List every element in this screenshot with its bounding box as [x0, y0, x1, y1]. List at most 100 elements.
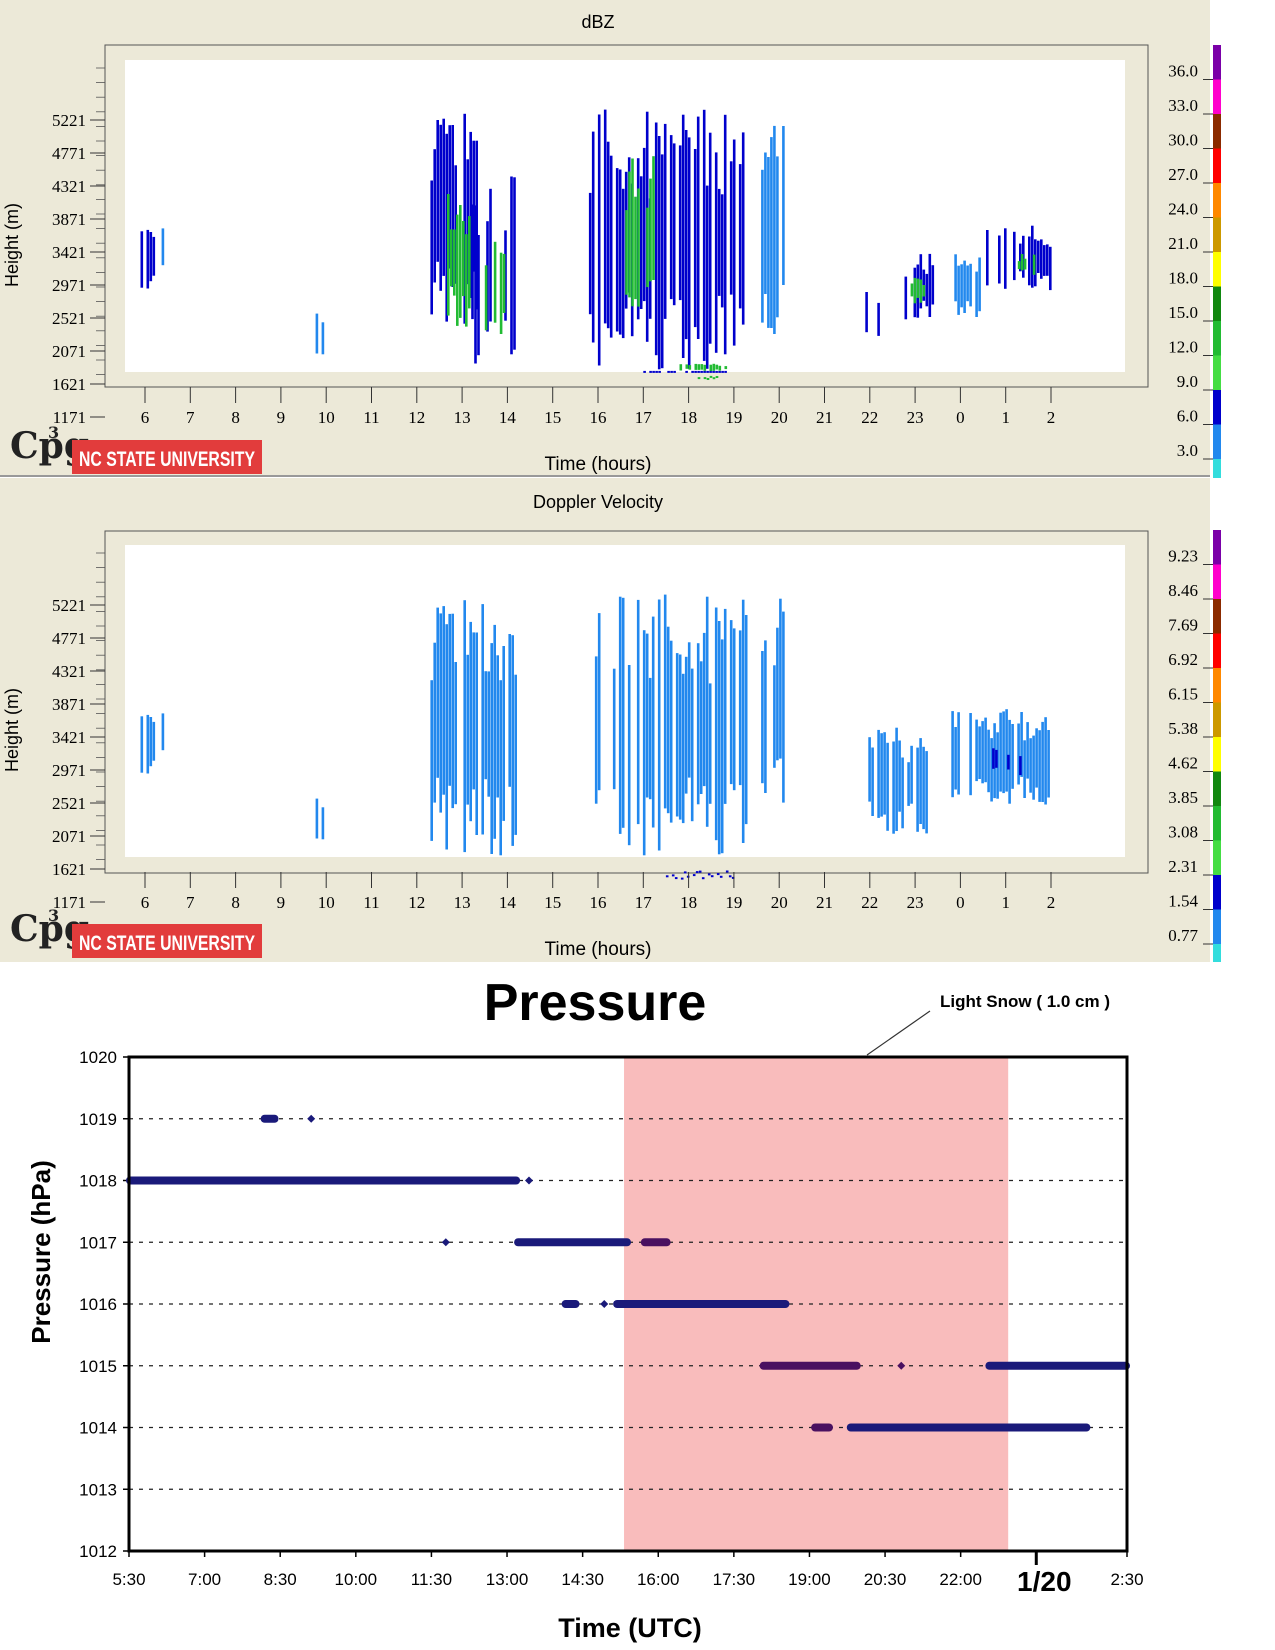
echo-cell: [663, 594, 667, 809]
echo-cell: [665, 875, 669, 878]
data-run: [126, 1176, 521, 1185]
echo-cell: [678, 145, 682, 301]
echo-cell: [931, 265, 935, 305]
echo-cell: [683, 871, 687, 874]
x-tick-label: 21: [816, 893, 833, 912]
echo-cell: [430, 180, 433, 315]
echo-cell: [779, 598, 782, 759]
data-run: [260, 1114, 279, 1123]
echo-cell: [667, 370, 670, 373]
echo-cell: [691, 370, 694, 373]
echo-cell: [782, 126, 785, 285]
x-tick-label: 12: [408, 893, 425, 912]
colorbar-segment: [1213, 806, 1221, 841]
y-tick-label: 1020: [79, 1048, 117, 1067]
x-tick-label: 18: [680, 893, 697, 912]
echo-cell: [439, 613, 442, 813]
echo-cell: [702, 632, 706, 787]
x-tick-label: 15: [544, 893, 561, 912]
colorbar-segment: [1213, 183, 1221, 218]
echo-cell: [436, 607, 439, 778]
x-axis: 6 7 8 9 10 11 12 13 14 15 16 17 18 19 20 21 22 23 0 1 2: [141, 872, 1055, 912]
echo-cell: [315, 798, 319, 839]
echo-cell: [910, 283, 914, 297]
echo-cell: [732, 628, 736, 791]
x-tick-label: 22: [861, 893, 878, 912]
echo-cell: [883, 732, 886, 815]
echo-cell: [672, 143, 676, 306]
echo-cell: [477, 235, 480, 356]
echo-cell: [655, 370, 658, 373]
echo-cell: [140, 716, 144, 773]
echo-cell: [723, 114, 727, 355]
echo-cell: [707, 873, 711, 876]
echo-cell: [721, 370, 724, 373]
x-tick-label: 9: [277, 893, 286, 912]
echo-cell: [439, 124, 442, 291]
x-tick-label: 8:30: [264, 1570, 297, 1589]
echo-cell: [321, 322, 325, 355]
echo-cell: [450, 229, 453, 287]
echo-cell: [486, 221, 489, 332]
echo-cell: [919, 738, 922, 824]
echo-cell: [670, 370, 673, 373]
echo-cell: [764, 640, 767, 793]
echo-cell: [916, 278, 920, 298]
colorbar-segment: [1213, 321, 1221, 356]
colorbar: 9.23 8.46 7.69 6.92 6.15 5.38 4.62 3.85 3.08 2.31…: [1168, 530, 1221, 962]
x-tick-label: 10:00: [335, 1570, 378, 1589]
x-tick-label: 17: [635, 408, 653, 427]
echo-cell: [871, 747, 874, 816]
echo-cell: [1011, 724, 1014, 789]
y-tick-label: 4321: [52, 177, 86, 196]
echo-cell: [724, 370, 727, 373]
echo-cell: [916, 747, 919, 832]
echo-cell: [692, 874, 696, 877]
echo-cell: [954, 727, 957, 790]
y-tick-label: 4321: [52, 662, 86, 681]
echo-cell: [951, 711, 954, 798]
x-tick-label: 1/20: [1017, 1566, 1072, 1597]
echo-cell: [472, 632, 475, 790]
echo-cell: [628, 171, 631, 298]
y-tick-label: 1018: [79, 1172, 117, 1191]
echo-cell: [731, 876, 735, 879]
echo-cell: [652, 156, 655, 280]
echo-cell: [502, 646, 505, 821]
echo-cell: [594, 656, 598, 804]
y-tick-label: 5221: [52, 111, 86, 130]
chart-title: Pressure: [484, 974, 707, 1032]
echo-cell: [621, 597, 625, 828]
echo-cell: [925, 273, 929, 307]
echo-cell: [487, 671, 490, 797]
x-axis-label: Time (hours): [545, 939, 652, 960]
echo-cell: [448, 125, 451, 269]
y-tick-label: 4771: [52, 144, 86, 163]
echo-cell: [901, 757, 904, 829]
y-tick-label: 1013: [79, 1480, 117, 1499]
echo-cell: [618, 596, 622, 834]
echo-cell: [1002, 711, 1005, 794]
x-tick-label: 21: [816, 408, 833, 427]
dbz-panel: dBZ 522147714321387134212971252120711621…: [0, 0, 1221, 478]
x-tick-label: 19: [725, 893, 742, 912]
echo-cell: [1017, 723, 1020, 785]
echo-cell: [430, 680, 433, 841]
echo-cell: [1032, 254, 1036, 275]
echo-cell: [700, 370, 703, 373]
data-point: [307, 1114, 316, 1123]
x-tick-label: 16: [590, 408, 607, 427]
ncsu-logo: NC STATE UNIVERSITY: [72, 440, 262, 474]
echo-cell: [469, 621, 472, 822]
echo-cell: [969, 263, 972, 307]
y-tick-label: 2521: [52, 794, 86, 813]
echo-cell: [646, 207, 649, 288]
echo-cell: [1029, 738, 1032, 793]
echo-cell: [146, 714, 150, 774]
x-tick-label: 22: [861, 408, 878, 427]
colorbar-segment: [1213, 771, 1221, 806]
echo-cell: [975, 271, 978, 317]
echo-cell: [719, 875, 723, 878]
cpg-logo-superscript: 3: [48, 906, 59, 925]
echo-cell: [877, 302, 880, 336]
